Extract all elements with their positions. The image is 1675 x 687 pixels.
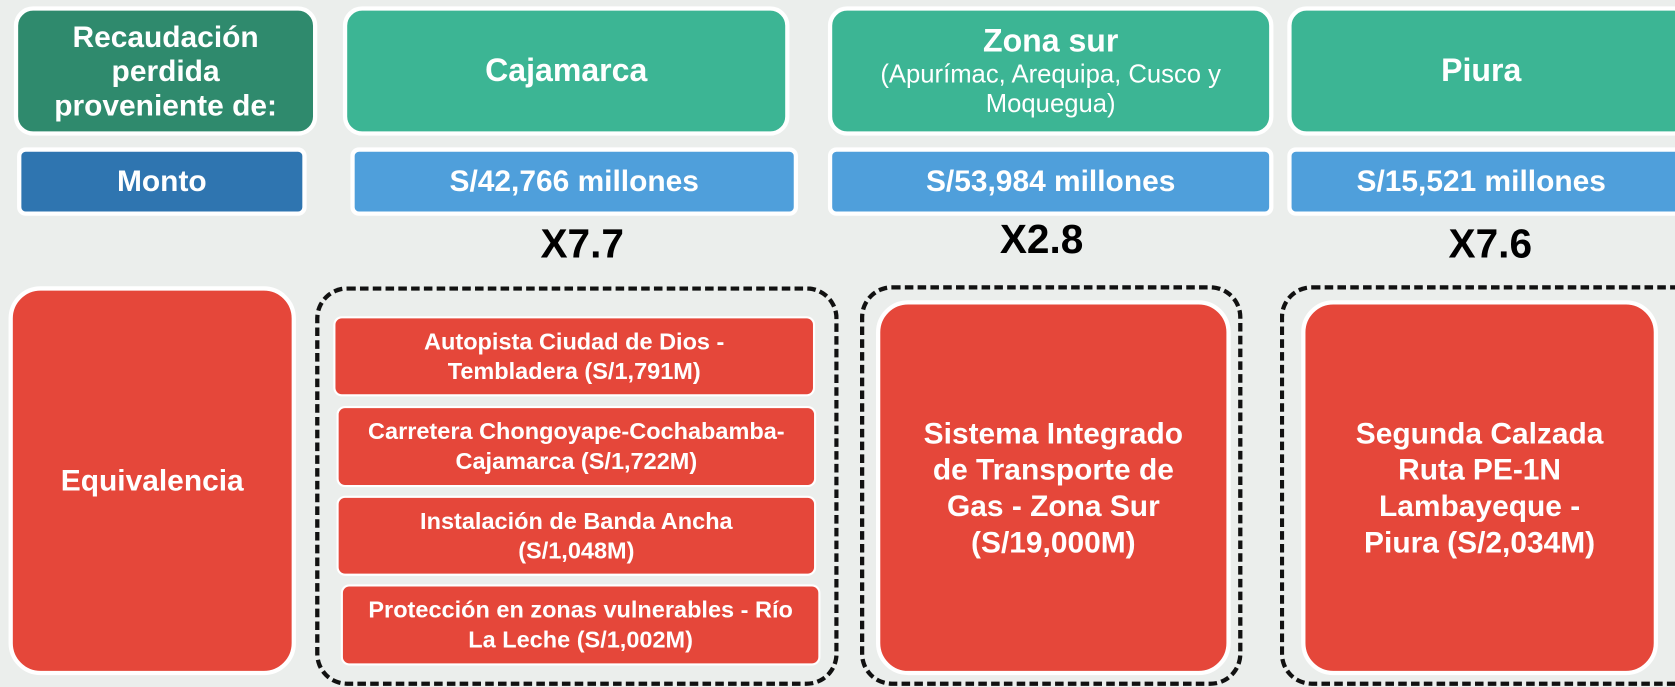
group-border (859, 285, 1243, 686)
group-border (1279, 285, 1675, 686)
amount: S/42,766 millones (350, 147, 799, 216)
column-title: Cajamarca (342, 6, 790, 136)
amount: S/15,521 millones (1287, 147, 1675, 216)
project: Autopista Ciudad de Dios - Tembladera (S… (333, 316, 816, 397)
multiplier: X2.8 (999, 217, 1084, 263)
multiplier: X7.7 (540, 222, 624, 268)
multiplier: X7.6 (1448, 222, 1533, 268)
column-header: Zona sur (Apurímac, Arequipa, Cusco y Mo… (827, 6, 1274, 136)
project: Segunda Calzada Ruta PE-1N Lambayeque - … (1301, 300, 1659, 676)
project: Instalación de Banda Ancha (S/1,048M) (336, 495, 817, 576)
column-title: Zona sur (983, 22, 1119, 59)
amount-label: Monto (17, 147, 307, 216)
column-subtitle: (Apurímac, Arequipa, Cusco y Moquegua) (880, 59, 1221, 119)
equivalence-label: Equivalencia (8, 286, 296, 676)
project: Protección en zonas vulnerables - Río La… (340, 584, 821, 666)
column-title: Piura (1287, 6, 1675, 136)
project: Carretera Chongoyape-Cochabamba-Cajamarc… (336, 405, 817, 488)
header-label: Recaudación perdida proveniente de: (13, 6, 318, 136)
group-border (315, 286, 839, 686)
project: Sistema Integrado de Transporte de Gas -… (876, 300, 1231, 676)
amount: S/53,984 millones (827, 147, 1274, 216)
